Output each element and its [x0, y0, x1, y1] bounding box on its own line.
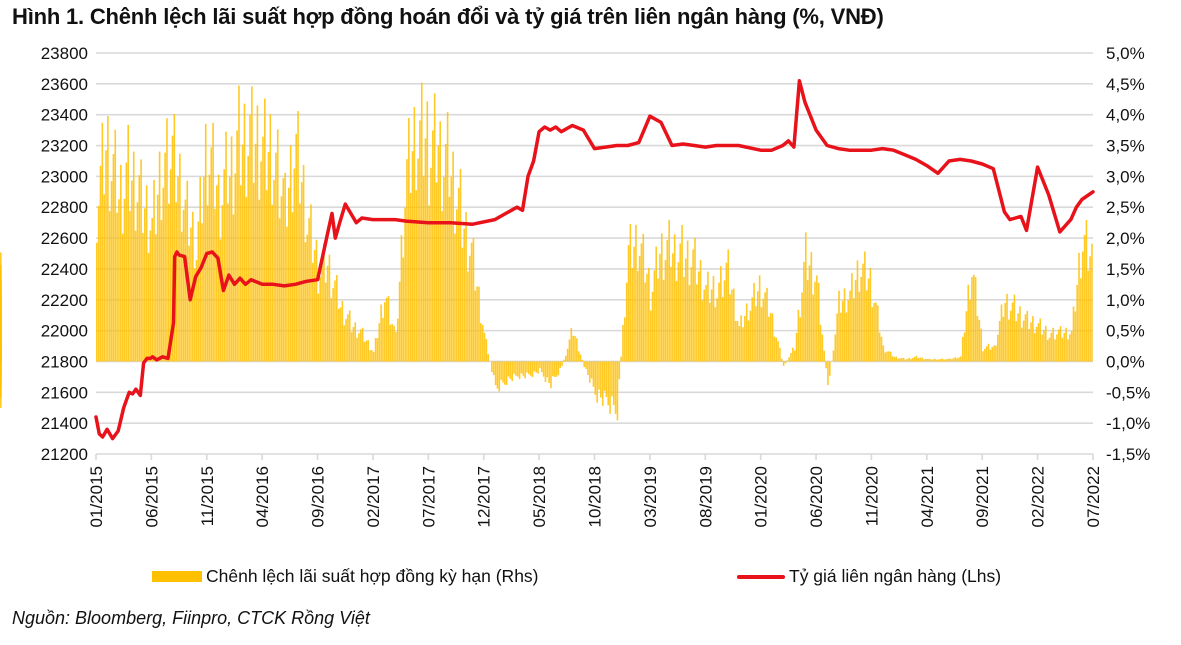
x-tick-label: 05/2018: [530, 466, 549, 527]
y-left-tick-label: 21200: [41, 445, 88, 464]
x-tick-label: 08/2019: [696, 466, 715, 527]
y-left-tick-label: 21600: [41, 383, 88, 402]
x-tick-label: 12/2017: [475, 466, 494, 527]
y-right-tick-label: 1,5%: [1106, 260, 1145, 279]
x-tick-label: 07/2017: [419, 466, 438, 527]
y-right-tick-label: -1,5%: [1106, 445, 1150, 464]
line-legend-swatch: [737, 574, 785, 579]
x-tick-label: 01/2015: [87, 466, 106, 527]
x-tick-label: 04/2016: [253, 466, 272, 527]
y-right-tick-label: 0,5%: [1106, 322, 1145, 341]
y-left-tick-label: 23200: [41, 137, 88, 156]
x-tick-label: 11/2015: [198, 466, 217, 526]
chart-title: Hình 1. Chênh lệch lãi suất hợp đồng hoá…: [12, 4, 884, 29]
x-tick-label: 02/2017: [364, 466, 383, 527]
line-legend-label: Tỷ giá liên ngân hàng (Lhs): [789, 566, 1002, 586]
y-left-tick-label: 22000: [41, 322, 88, 341]
x-tick-label: 09/2021: [973, 466, 992, 527]
y-right-tick-label: 1,0%: [1106, 291, 1145, 310]
x-tick-label: 09/2016: [309, 466, 328, 527]
x-tick-label: 03/2019: [641, 466, 660, 527]
y-left-tick-label: 23800: [41, 44, 88, 63]
bar-series-rate-spread: [0, 82, 1093, 421]
y-right-tick-label: 5,0%: [1106, 44, 1145, 63]
y-right-tick-label: 2,0%: [1106, 229, 1145, 248]
y-right-tick-label: 0,0%: [1106, 352, 1145, 371]
legend-item-bar: Chênh lệch lãi suất hợp đồng kỳ hạn (Rhs…: [152, 566, 539, 587]
y-left-tick-label: 21400: [41, 414, 88, 433]
x-axis: 01/2015 06/2015 11/2015 04/2016 09/2016 02/20…: [87, 453, 1103, 527]
y-right-tick-label: 4,5%: [1106, 75, 1145, 94]
y-left-tick-label: 23600: [41, 75, 88, 94]
y-left-tick-label: 22800: [41, 198, 88, 217]
x-tick-label: 07/2022: [1084, 466, 1103, 527]
x-tick-label: 06/2015: [142, 466, 161, 527]
source-note: Nguồn: Bloomberg, Fiinpro, CTCK Rồng Việ…: [12, 608, 370, 628]
y-right-tick-label: 4,0%: [1106, 106, 1145, 125]
y-axis-left: 23800 23600 23400 23200 23000 22800 22600 22400…: [41, 44, 88, 464]
y-right-tick-label: -0,5%: [1106, 383, 1150, 402]
y-left-tick-label: 23400: [41, 106, 88, 125]
y-right-tick-label: 3,5%: [1106, 137, 1145, 156]
y-left-tick-label: 22200: [41, 291, 88, 310]
y-right-tick-label: 3,0%: [1106, 167, 1145, 186]
line-series-interbank-rate: [94, 79, 1095, 441]
y-left-tick-label: 22400: [41, 260, 88, 279]
y-left-tick-label: 23000: [41, 167, 88, 186]
y-left-tick-label: 22600: [41, 229, 88, 248]
x-tick-label: 11/2020: [862, 466, 881, 526]
y-right-tick-label: -1,0%: [1106, 414, 1150, 433]
y-right-tick-label: 2,5%: [1106, 198, 1145, 217]
y-left-tick-label: 21800: [41, 352, 88, 371]
legend-item-line: Tỷ giá liên ngân hàng (Lhs): [737, 566, 1001, 587]
x-tick-label: 06/2020: [807, 466, 826, 527]
y-axis-right: 5,0% 4,5% 4,0% 3,5% 3,0% 2,5% 2,0% 1,5% 1,0% 0,5%…: [1106, 44, 1150, 464]
bar-legend-swatch: [152, 571, 202, 582]
bar-legend-label: Chênh lệch lãi suất hợp đồng kỳ hạn (Rhs…: [206, 566, 539, 586]
x-tick-label: 01/2020: [752, 466, 771, 527]
x-tick-label: 04/2021: [918, 466, 937, 527]
x-tick-label: 02/2022: [1029, 466, 1048, 527]
x-tick-label: 10/2018: [586, 466, 605, 527]
